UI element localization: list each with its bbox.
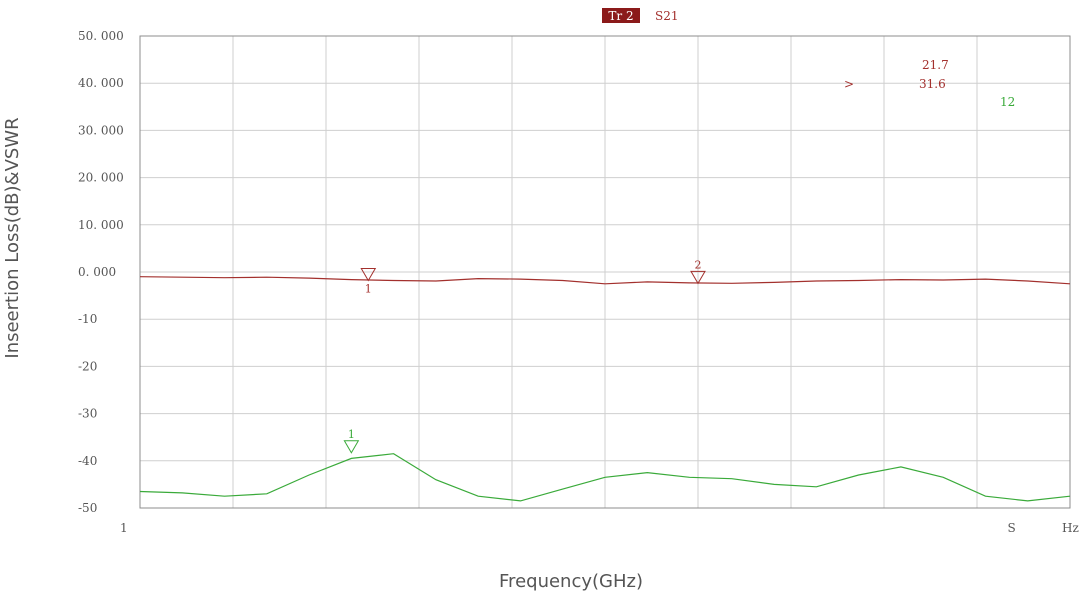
trace-parameter: S21 xyxy=(655,9,679,23)
marker-vswr-1-label: 1 xyxy=(348,428,355,441)
y-axis-title: Inseertion Loss(dB)&VSWR xyxy=(2,117,23,358)
y-tick-label: 30. 000 xyxy=(78,123,124,137)
series-line-vswr xyxy=(139,453,1071,502)
grid-lines xyxy=(139,35,1071,509)
trace-header[interactable]: Tr 2 S21 xyxy=(602,8,679,23)
series-group xyxy=(139,276,1071,502)
trace-tag-badge xyxy=(602,8,640,23)
x-tick-label: Hz xyxy=(1062,521,1079,535)
marker-group: 1 2 1 xyxy=(343,258,706,454)
y-tick-label: -10 xyxy=(78,312,97,326)
plot-frame xyxy=(139,35,1071,509)
x-axis-title: Frequency(GHz) xyxy=(499,571,643,592)
marker-readout-tag: 12 xyxy=(1000,95,1015,109)
marker-s21-1-triangle-icon xyxy=(360,267,377,282)
x-tick-label: 1 xyxy=(120,521,128,535)
trace-tag: Tr 2 xyxy=(608,9,633,23)
x-tick-label: S xyxy=(1007,521,1015,535)
y-tick-label: 0. 000 xyxy=(78,265,116,279)
marker-s21-2-triangle-icon xyxy=(690,270,706,285)
marker-active-pointer: > xyxy=(844,77,854,91)
marker-readout-line-1: 21.7 xyxy=(922,58,949,72)
x-tick-labels: 1 S Hz xyxy=(120,521,1079,535)
y-tick-label: -20 xyxy=(78,359,97,373)
y-tick-label: -50 xyxy=(78,501,97,515)
y-tick-labels: 50. 000 40. 000 30. 000 20. 000 10. 000 0. 00… xyxy=(78,29,124,515)
y-tick-label: 10. 000 xyxy=(78,218,124,232)
y-tick-label: 40. 000 xyxy=(78,76,124,90)
series-line-s21 xyxy=(139,276,1071,285)
y-tick-label: -30 xyxy=(78,407,97,421)
marker-s21-1-label: 1 xyxy=(365,282,372,295)
marker-vswr-1-triangle-icon xyxy=(343,440,360,454)
marker-readout-line-2: 31.6 xyxy=(919,77,946,91)
y-tick-label: 20. 000 xyxy=(78,171,124,185)
y-tick-label: -40 xyxy=(78,454,97,468)
marker-readout: 21.7 > 31.6 12 xyxy=(844,58,1015,109)
y-tick-label: 50. 000 xyxy=(78,29,124,43)
marker-s21-2-label: 2 xyxy=(695,258,702,271)
